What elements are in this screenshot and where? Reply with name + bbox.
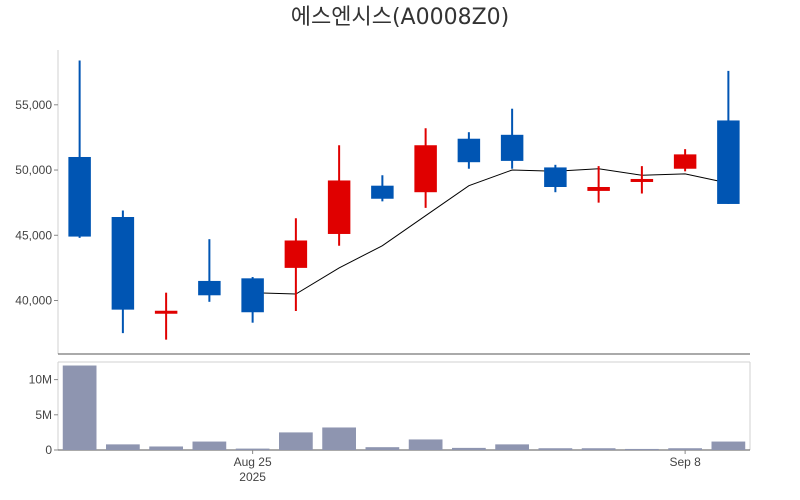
candle (284, 218, 308, 311)
candle-body-down (371, 185, 394, 199)
volume-bar (581, 448, 616, 450)
volume-bar (452, 447, 486, 450)
volume-bar (711, 441, 746, 450)
moving-average-line (252, 168, 729, 295)
candle (630, 166, 654, 194)
price-axis-ticks: 40,000 45,000 50,000 55,000 (15, 98, 58, 308)
candle-body-up (414, 145, 437, 193)
candle (198, 239, 221, 302)
volume-tick-label: 5M (35, 408, 52, 422)
candle-body-down (68, 156, 91, 237)
candles-layer (68, 60, 740, 340)
candle-body-down (717, 120, 740, 204)
candle (68, 60, 91, 238)
chart-title: 에스엔시스(A0008Z0) (291, 5, 509, 30)
candle-body-up (587, 186, 610, 191)
volume-bar (625, 448, 659, 450)
volume-bars-layer (62, 365, 746, 450)
candle-body-down (111, 217, 135, 310)
volume-panel: 0 5M 10M (29, 361, 751, 457)
volume-bar (322, 427, 356, 450)
candle (544, 164, 567, 193)
candle (414, 128, 437, 208)
candle (673, 149, 697, 172)
candle-body-down (457, 138, 481, 163)
date-tick-sublabel: 2025 (239, 470, 266, 484)
candle-body-up (673, 154, 697, 169)
price-tick-label: 50,000 (15, 163, 52, 177)
price-tick-label: 55,000 (15, 98, 52, 112)
moving-average-layer (252, 168, 729, 295)
candle-body-down (198, 280, 221, 296)
volume-bar (538, 448, 573, 450)
candle-body-up (284, 240, 308, 268)
volume-bar (408, 439, 443, 450)
price-tick-label: 45,000 (15, 228, 52, 242)
volume-bar (279, 432, 313, 450)
candle-body-up (154, 310, 178, 314)
volume-bar (668, 448, 702, 450)
volume-bar (62, 365, 97, 450)
volume-bar (192, 441, 227, 450)
candle (500, 108, 524, 169)
candle (587, 166, 610, 203)
date-tick-label: Sep 8 (669, 455, 701, 469)
volume-bar (106, 444, 140, 450)
price-panel: 40,000 45,000 50,000 55,000 (15, 50, 750, 355)
date-tick-label: Aug 25 (234, 455, 272, 469)
volume-bar (149, 446, 183, 450)
volume-bar (365, 447, 400, 450)
volume-tick-label: 0 (45, 443, 52, 457)
price-tick-label: 40,000 (15, 294, 52, 308)
candle (457, 132, 481, 169)
volume-bar (495, 444, 529, 450)
candle (154, 292, 178, 340)
candle (717, 70, 740, 204)
candle-body-down (241, 278, 264, 313)
candle-body-down (544, 167, 567, 187)
candle (371, 175, 394, 202)
candle (327, 145, 351, 246)
candle (241, 277, 264, 323)
candle-body-down (500, 134, 524, 161)
volume-bar (235, 448, 270, 450)
volume-tick-label: 10M (29, 373, 52, 387)
volume-axis-ticks: 0 5M 10M (29, 373, 58, 457)
candle (111, 210, 135, 334)
candle-body-up (327, 180, 351, 234)
candle-body-up (630, 178, 654, 182)
